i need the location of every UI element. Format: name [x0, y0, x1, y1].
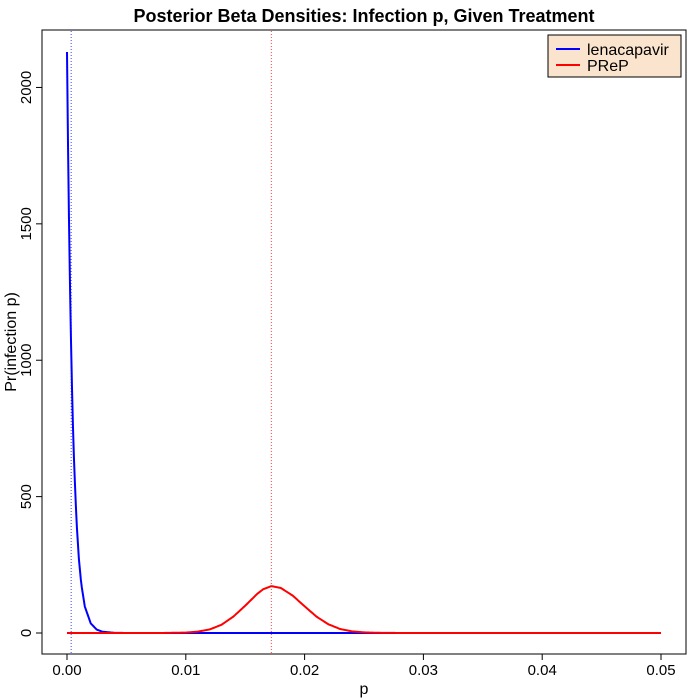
- x-tick-label: 0.02: [290, 662, 319, 679]
- x-tick-label: 0.01: [171, 662, 200, 679]
- y-tick-label: 500: [18, 484, 35, 509]
- series-line-lenacapavir: [66, 51, 662, 634]
- y-tick-label: 0: [18, 629, 35, 637]
- x-tick-label: 0.04: [528, 662, 557, 679]
- x-tick-label: 0.00: [52, 662, 81, 679]
- y-tick-label: 1500: [18, 207, 35, 240]
- x-tick-label: 0.05: [646, 662, 675, 679]
- chart-title: Posterior Beta Densities: Infection p, G…: [133, 6, 594, 26]
- mode-lines-layer: [70, 31, 272, 653]
- plot-frame: [41, 29, 687, 655]
- x-axis-label: p: [360, 681, 369, 698]
- y-axis-label: Pr(infection p): [3, 292, 20, 392]
- series-line-prep: [66, 585, 662, 634]
- x-tick-label: 0.03: [409, 662, 438, 679]
- x-axis: 0.00 0.01 0.02 0.03 0.04 0.05: [52, 654, 676, 679]
- curves-layer: [66, 51, 662, 634]
- y-tick-label: 1000: [18, 344, 35, 377]
- y-axis: 0 500 1000 1500 2000: [18, 71, 42, 637]
- legend-label-prep: PReP: [587, 58, 629, 75]
- y-tick-label: 2000: [18, 71, 35, 104]
- legend-label-lenacapavir: lenacapavir: [587, 42, 670, 59]
- legend: lenacapavir PReP: [547, 34, 682, 78]
- legend-box: [547, 34, 682, 78]
